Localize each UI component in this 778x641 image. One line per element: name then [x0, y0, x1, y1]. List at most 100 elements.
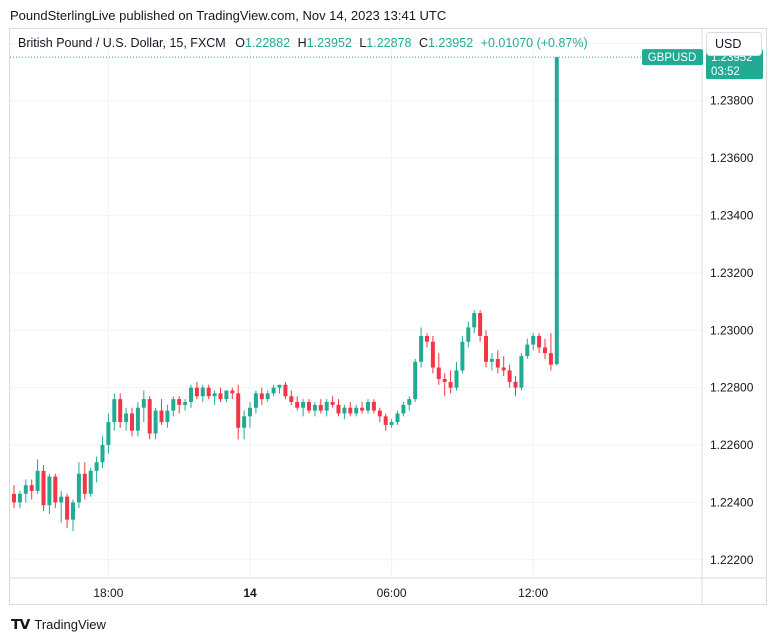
candle	[525, 338, 530, 359]
candle-body	[200, 387, 205, 397]
candle	[218, 387, 223, 402]
price-tag-symbol-box	[642, 49, 703, 66]
candle-body	[371, 401, 376, 411]
candle-body	[389, 422, 394, 425]
candle-body	[425, 335, 429, 342]
candle-body	[324, 401, 329, 411]
candle	[194, 381, 199, 400]
candle-body	[189, 387, 193, 402]
candle	[295, 396, 300, 411]
candle-body	[513, 381, 518, 388]
low-value: 1.22878	[366, 36, 412, 50]
candle	[537, 333, 542, 354]
candle-body	[35, 470, 40, 491]
candle-body	[76, 473, 81, 503]
candle	[312, 401, 317, 417]
currency-button[interactable]: USD	[706, 32, 762, 56]
tradingview-logo-icon: 𝗧𝗩	[11, 616, 30, 632]
candle	[401, 401, 406, 417]
candle	[507, 364, 512, 388]
time-axis-labels: 18:00 14 06:00 12:00	[93, 586, 548, 600]
candle	[360, 401, 365, 414]
candle	[12, 485, 16, 509]
candle	[371, 399, 376, 414]
candle	[324, 399, 329, 417]
candle-body	[537, 335, 542, 348]
ohlc-legend: British Pound / U.S. Dollar, 15, FXCM O1…	[18, 36, 588, 50]
candle-body	[472, 313, 477, 328]
candle	[41, 465, 46, 512]
candle-body	[71, 502, 75, 520]
candle	[206, 384, 211, 400]
candle-body	[554, 57, 559, 365]
candle-body	[307, 401, 311, 411]
candle	[230, 387, 235, 400]
candle-body	[507, 370, 512, 382]
candle-body	[531, 335, 536, 345]
candle-body	[194, 387, 199, 397]
candle-body	[312, 404, 317, 411]
candle	[271, 384, 276, 397]
price-axis-labels: 1.240001.238001.236001.234001.232001.230…	[710, 36, 754, 566]
candle-body	[159, 410, 164, 423]
price-tag-countdown: 03:52	[711, 66, 740, 78]
y-tick-label: 1.22200	[710, 553, 754, 567]
close-value: 1.23952	[427, 36, 474, 50]
candle-body	[259, 393, 264, 400]
high-value: 1.23952	[306, 36, 352, 50]
candle-body	[224, 390, 229, 400]
candle-body	[147, 399, 152, 434]
candle	[165, 404, 170, 428]
candle	[495, 350, 500, 374]
candle	[177, 396, 182, 414]
candle-body	[466, 327, 471, 342]
candle-body	[413, 361, 418, 400]
candle-body	[212, 393, 217, 397]
chart-frame	[9, 28, 767, 605]
candle-body	[489, 358, 494, 362]
candle	[118, 393, 123, 428]
candle-body	[360, 407, 365, 411]
brand-name: TradingView	[34, 617, 106, 632]
candle	[307, 399, 311, 414]
candle-body	[495, 358, 500, 368]
low-label: L	[359, 36, 367, 50]
candle-body	[206, 387, 211, 397]
candle	[82, 462, 87, 500]
candle-body	[342, 407, 347, 414]
candle-body	[253, 393, 258, 408]
open-label: O	[235, 36, 245, 50]
candle	[448, 370, 453, 394]
candle	[289, 390, 294, 405]
symbol-label[interactable]: British Pound / U.S. Dollar, 15, FXCM	[18, 36, 226, 50]
candle	[318, 399, 323, 414]
tradingview-brand[interactable]: 𝗧𝗩 TradingView	[11, 616, 106, 633]
price-tag: GBPUSD 1.23952 03:52	[642, 49, 763, 80]
candle-body	[283, 384, 288, 397]
candle	[200, 384, 205, 402]
candle-body	[17, 493, 22, 503]
candle	[419, 327, 424, 368]
candle-body	[53, 476, 58, 503]
candle-body	[543, 347, 547, 354]
candle	[183, 399, 188, 411]
candle	[124, 407, 129, 431]
candle	[543, 338, 547, 359]
candle	[442, 373, 447, 397]
candle	[383, 413, 388, 431]
candle-body	[419, 335, 424, 362]
candle	[489, 353, 494, 371]
candle	[348, 401, 353, 417]
candle	[425, 333, 429, 348]
candle	[377, 407, 382, 423]
candle	[130, 407, 134, 437]
candle	[147, 396, 152, 440]
candle-body	[218, 393, 223, 400]
candle-body	[442, 379, 447, 382]
candle	[141, 390, 146, 423]
candle-body	[448, 381, 453, 388]
candle	[519, 353, 524, 391]
candle-body	[106, 422, 111, 446]
open-value: 1.22882	[244, 36, 291, 50]
